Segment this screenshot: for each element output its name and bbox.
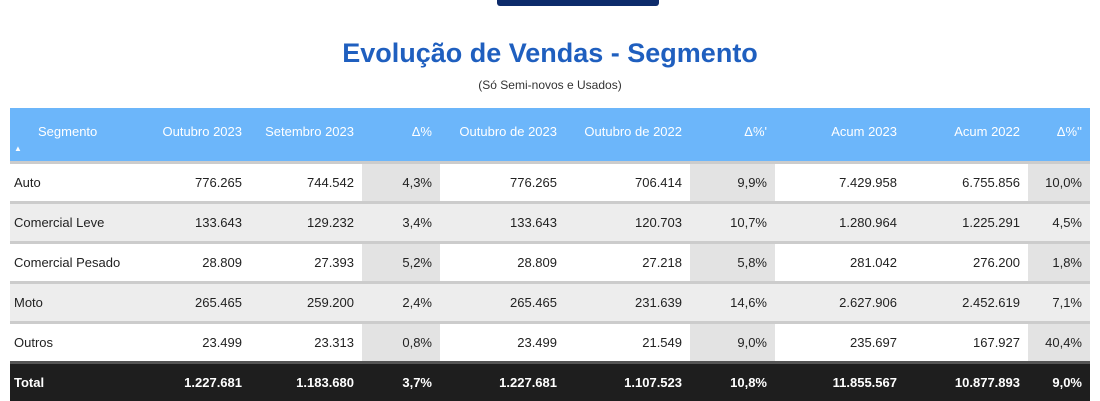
logo xyxy=(497,0,659,6)
table-cell: 3,4% xyxy=(362,201,440,243)
table-row: Comercial Pesado 28.809 27.393 5,2% 28.809 27… xyxy=(10,241,1090,283)
table-cell: 133.643 xyxy=(135,201,250,243)
page-title: Evolução de Vendas - Segmento xyxy=(342,38,758,68)
table-cell: 4,5% xyxy=(1028,201,1090,243)
table-cell: 1.227.681 xyxy=(135,361,250,401)
table-cell: 4,3% xyxy=(362,161,440,203)
table-cell: 129.232 xyxy=(250,201,362,243)
table-cell: 706.414 xyxy=(565,161,690,203)
table-cell: 23.499 xyxy=(440,321,565,363)
table-cell: 27.393 xyxy=(250,241,362,283)
table-cell: 2,4% xyxy=(362,281,440,323)
table-cell: 9,0% xyxy=(1028,361,1090,401)
table-cell: 9,0% xyxy=(690,321,775,363)
table-cell: 10.877.893 xyxy=(905,361,1028,401)
column-header[interactable]: Δ%' xyxy=(690,108,775,163)
column-header[interactable]: Δ%'' xyxy=(1028,108,1090,163)
table-cell: 23.499 xyxy=(135,321,250,363)
column-header[interactable]: Acum 2022 xyxy=(905,108,1028,163)
column-header-label: Acum 2023 xyxy=(831,124,897,139)
table-cell: 133.643 xyxy=(440,201,565,243)
table-cell: 40,4% xyxy=(1028,321,1090,363)
table-cell: 10,8% xyxy=(690,361,775,401)
table-cell: 28.809 xyxy=(135,241,250,283)
table-cell: 10,7% xyxy=(690,201,775,243)
page-subtitle: (Só Semi-novos e Usados) xyxy=(478,78,622,92)
table-cell: 0,8% xyxy=(362,321,440,363)
table-cell: 27.218 xyxy=(565,241,690,283)
total-row: Total 1.227.681 1.183.680 3,7% 1.227.681 1.10… xyxy=(10,361,1090,401)
table-cell: 776.265 xyxy=(135,161,250,203)
table-cell: Comercial Pesado xyxy=(10,241,135,283)
table-cell: 276.200 xyxy=(905,241,1028,283)
column-header-label: Δ% xyxy=(411,124,432,139)
table-cell: 6.755.856 xyxy=(905,161,1028,203)
table-cell: 10,0% xyxy=(1028,161,1090,203)
table-cell: 281.042 xyxy=(775,241,905,283)
column-header-label: Outubro de 2023 xyxy=(459,124,557,139)
column-header[interactable]: Δ% xyxy=(362,108,440,163)
column-header[interactable]: Acum 2023 xyxy=(775,108,905,163)
table-cell: Moto xyxy=(10,281,135,323)
table-cell: 235.697 xyxy=(775,321,905,363)
table-cell: 3,7% xyxy=(362,361,440,401)
table-row: Auto 776.265 744.542 4,3% 776.265 706.414 9,9%… xyxy=(10,161,1090,203)
table-cell: 28.809 xyxy=(440,241,565,283)
table-cell: 14,6% xyxy=(690,281,775,323)
table-cell: 5,2% xyxy=(362,241,440,283)
sales-table: Segmento ▲ Outubro 2023 Setembro 2023 Δ% Outu… xyxy=(10,108,1090,401)
table-cell: 744.542 xyxy=(250,161,362,203)
table-cell: 1.183.680 xyxy=(250,361,362,401)
table-cell: 1.280.964 xyxy=(775,201,905,243)
table-cell: 2.627.906 xyxy=(775,281,905,323)
table-row: Moto 265.465 259.200 2,4% 265.465 231.639 14,6… xyxy=(10,281,1090,323)
table-cell: 776.265 xyxy=(440,161,565,203)
column-header[interactable]: Setembro 2023 xyxy=(250,108,362,163)
column-header[interactable]: Outubro de 2023 xyxy=(440,108,565,163)
table-cell: 1.227.681 xyxy=(440,361,565,401)
table-row: Comercial Leve 133.643 129.232 3,4% 133.643 1… xyxy=(10,201,1090,243)
table-cell: 265.465 xyxy=(135,281,250,323)
table-cell: 23.313 xyxy=(250,321,362,363)
table-cell: 9,9% xyxy=(690,161,775,203)
table-cell: 7.429.958 xyxy=(775,161,905,203)
table-cell: 167.927 xyxy=(905,321,1028,363)
table-cell: Auto xyxy=(10,161,135,203)
header-row: Segmento ▲ Outubro 2023 Setembro 2023 Δ% Outu… xyxy=(10,108,1090,163)
column-header[interactable]: Outubro de 2022 xyxy=(565,108,690,163)
table-cell: 231.639 xyxy=(565,281,690,323)
table-cell: 11.855.567 xyxy=(775,361,905,401)
table-cell: 1.225.291 xyxy=(905,201,1028,243)
column-header-label: Δ%'' xyxy=(1056,124,1082,139)
table-cell: 1.107.523 xyxy=(565,361,690,401)
table-row: Outros 23.499 23.313 0,8% 23.499 21.549 9,0% 23… xyxy=(10,321,1090,363)
sort-ascending-icon[interactable]: ▲ xyxy=(14,144,22,153)
table-cell: 7,1% xyxy=(1028,281,1090,323)
column-header-label: Δ%' xyxy=(744,124,767,139)
table-cell: 2.452.619 xyxy=(905,281,1028,323)
table-cell: 21.549 xyxy=(565,321,690,363)
column-header[interactable]: Segmento ▲ xyxy=(10,108,135,163)
column-header-label: Outubro 2023 xyxy=(162,124,242,139)
column-header-label: Setembro 2023 xyxy=(265,124,354,139)
table-cell: 1,8% xyxy=(1028,241,1090,283)
column-header-label: Acum 2022 xyxy=(954,124,1020,139)
table-cell: 259.200 xyxy=(250,281,362,323)
table-cell: Comercial Leve xyxy=(10,201,135,243)
table-cell: Outros xyxy=(10,321,135,363)
table-cell: 265.465 xyxy=(440,281,565,323)
column-header-label: Outubro de 2022 xyxy=(584,124,682,139)
column-header[interactable]: Outubro 2023 xyxy=(135,108,250,163)
table-cell: 5,8% xyxy=(690,241,775,283)
table-cell: Total xyxy=(10,361,135,401)
table-cell: 120.703 xyxy=(565,201,690,243)
column-header-label: Segmento xyxy=(38,124,98,139)
